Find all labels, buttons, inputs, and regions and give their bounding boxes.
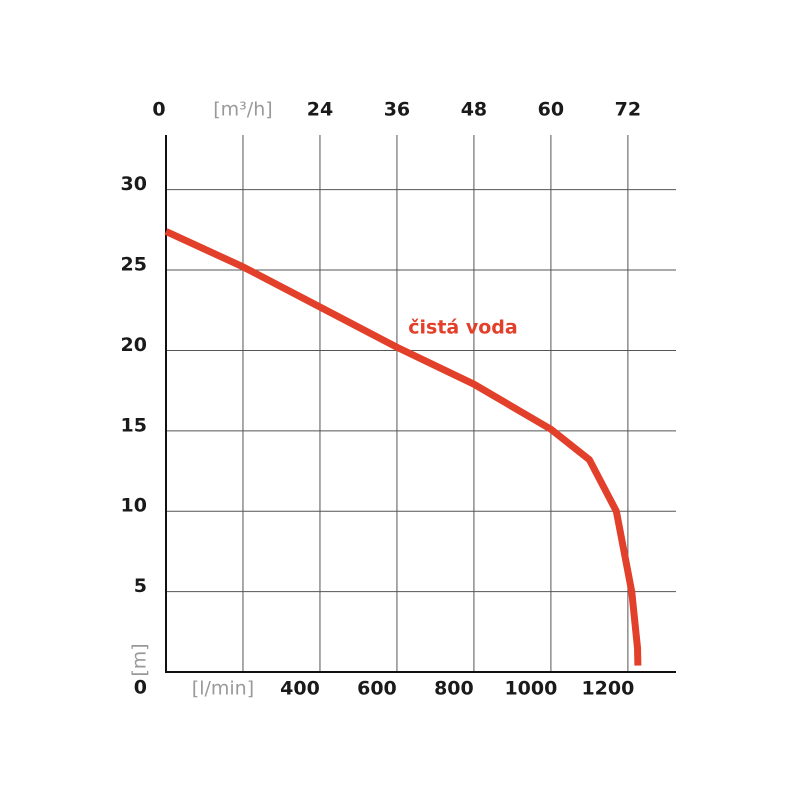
x2-tick-label: 36 (384, 99, 410, 121)
y-tick-label: 0 (134, 677, 147, 699)
data-line (164, 228, 642, 666)
y-axis-label: [m] (129, 643, 151, 676)
x2-tick-label: [m³/h] (213, 99, 272, 121)
x-tick-label: 600 (357, 678, 397, 700)
y-tick-label: 10 (121, 495, 147, 517)
y-tick-label: 5 (134, 575, 147, 597)
y-tick-label: 25 (121, 254, 147, 276)
x2-tick-label: 72 (615, 99, 641, 121)
x2-tick-label: 60 (538, 99, 564, 121)
x-tick-label: 800 (434, 678, 474, 700)
y-tick-label: 30 (121, 173, 147, 195)
x2-tick-label: 24 (307, 99, 333, 121)
y-tick-label: 15 (121, 414, 147, 436)
x-tick-label: [l/min] (192, 678, 254, 700)
x-tick-label: 1200 (581, 678, 634, 700)
x2-tick-label: 48 (461, 99, 487, 121)
y-tick-label: 20 (121, 334, 147, 356)
x-tick-label: 400 (280, 678, 320, 700)
x2-tick-label: 0 (152, 99, 165, 121)
series-label: čistá voda (408, 317, 517, 339)
x-tick-label: 1000 (504, 678, 557, 700)
